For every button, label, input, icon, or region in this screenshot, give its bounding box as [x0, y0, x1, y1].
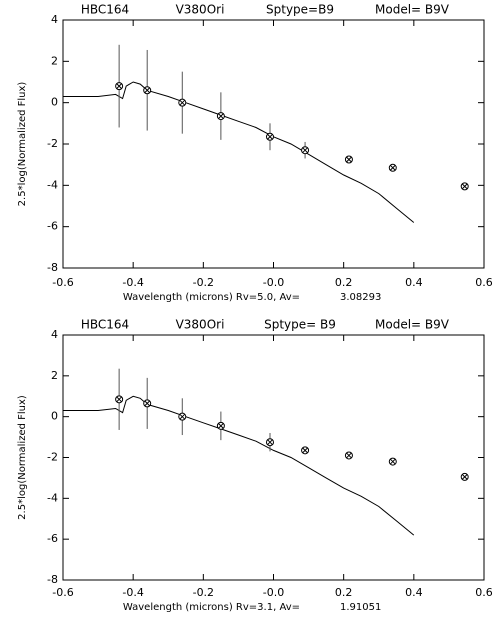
- y-tick-label: -6: [47, 220, 58, 233]
- x-tick-label: 0.2: [335, 276, 353, 289]
- y-tick-label: 0: [51, 96, 58, 109]
- y-tick-label: -2: [47, 451, 58, 464]
- marker-cross: [302, 147, 308, 154]
- title-part: V380Ori: [176, 3, 225, 17]
- marker: [344, 451, 353, 460]
- x-axis-label: Wavelength (microns) Rv=3.1, Av=: [123, 602, 300, 613]
- marker-cross: [218, 113, 224, 119]
- x-tick-label: -0.4: [122, 586, 143, 599]
- y-tick-label: -2: [47, 137, 58, 150]
- title-part: Sptype=B9: [266, 3, 334, 17]
- title-part: Model= B9V: [375, 318, 450, 332]
- model-line: [63, 395, 415, 536]
- marker-cross: [461, 183, 468, 190]
- marker: [178, 98, 187, 107]
- y-tick-label: 2: [51, 54, 58, 67]
- marker-cross: [116, 83, 122, 89]
- marker: [143, 86, 152, 95]
- marker: [301, 146, 310, 155]
- marker: [265, 438, 274, 447]
- y-tick-label: 2: [51, 369, 58, 382]
- y-axis-label: 2.5*log(Normalized Flux): [17, 82, 28, 207]
- x-tick-label: -0.6: [52, 586, 73, 599]
- marker-cross: [346, 452, 352, 459]
- marker: [115, 395, 124, 404]
- y-tick-label: -6: [47, 532, 58, 545]
- marker: [265, 132, 274, 141]
- marker-cross: [144, 87, 151, 94]
- marker-cross: [144, 400, 151, 407]
- title-part: HBC164: [81, 3, 129, 17]
- marker-cross: [179, 413, 186, 420]
- marker-cross: [267, 439, 273, 446]
- plot-frame: [62, 19, 485, 269]
- model-line: [63, 81, 415, 223]
- marker: [216, 112, 225, 121]
- panel: HBC164 V380Ori Sptype= B9 Model= B9V Wavelen…: [17, 318, 493, 614]
- marker: [460, 472, 469, 481]
- marker: [115, 82, 124, 91]
- title-part: HBC164: [81, 318, 129, 332]
- marker-cross: [389, 164, 396, 171]
- av-value: 3.08293: [340, 292, 381, 303]
- x-tick-label: -0.0: [263, 276, 284, 289]
- y-tick-label: -4: [47, 491, 58, 504]
- title-part: Sptype= B9: [264, 318, 336, 332]
- y-tick-label: -8: [47, 573, 58, 586]
- x-tick-label: 0.6: [475, 586, 493, 599]
- plot-frame: [62, 334, 485, 581]
- title-part: Model= B9V: [375, 3, 450, 17]
- marker-cross: [461, 474, 468, 480]
- x-tick-label: 0.4: [405, 586, 423, 599]
- marker-cross: [267, 133, 273, 140]
- x-tick-label: -0.0: [263, 586, 284, 599]
- marker: [216, 421, 225, 430]
- marker-cross: [218, 423, 224, 429]
- x-tick-label: 0.2: [335, 586, 353, 599]
- title-part: V380Ori: [176, 318, 225, 332]
- marker-cross: [346, 156, 352, 163]
- x-tick-label: -0.4: [122, 276, 143, 289]
- marker: [388, 457, 397, 466]
- marker: [388, 163, 397, 172]
- marker: [460, 182, 469, 191]
- x-tick-label: -0.2: [193, 276, 214, 289]
- y-tick-label: -8: [47, 261, 58, 274]
- y-tick-label: 0: [51, 410, 58, 423]
- panel: HBC164 V380Ori Sptype=B9 Model= B9V Waveleng…: [17, 3, 493, 304]
- marker-cross: [302, 447, 308, 454]
- y-axis-label: 2.5*log(Normalized Flux): [17, 395, 28, 520]
- x-axis-label: Wavelength (microns) Rv=5.0, Av=: [123, 292, 300, 303]
- marker-cross: [179, 99, 186, 106]
- marker: [344, 155, 353, 164]
- marker: [301, 446, 310, 455]
- x-tick-label: 0.4: [405, 276, 423, 289]
- marker-cross: [389, 458, 396, 465]
- y-tick-label: -4: [47, 178, 58, 191]
- av-value: 1.91051: [340, 602, 381, 613]
- marker-cross: [116, 396, 122, 403]
- x-tick-label: -0.2: [193, 586, 214, 599]
- marker: [143, 399, 152, 408]
- marker: [178, 412, 187, 421]
- y-tick-label: 4: [51, 328, 58, 341]
- y-tick-label: 4: [51, 13, 58, 26]
- x-tick-label: -0.6: [52, 276, 73, 289]
- x-tick-label: 0.6: [475, 276, 493, 289]
